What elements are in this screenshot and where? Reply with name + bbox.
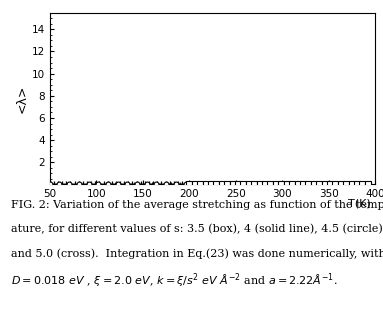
Text: and 5.0 (cross).  Integration in Eq.(23) was done numerically, with: and 5.0 (cross). Integration in Eq.(23) … bbox=[11, 248, 383, 259]
Text: FIG. 2: Variation of the average stretching as function of the temper-: FIG. 2: Variation of the average stretch… bbox=[11, 200, 383, 210]
Text: ature, for different values of s: 3.5 (box), 4 (solid line), 4.5 (circle): ature, for different values of s: 3.5 (b… bbox=[11, 224, 383, 235]
Y-axis label: <λ>: <λ> bbox=[16, 84, 29, 113]
X-axis label: T(K): T(K) bbox=[348, 198, 370, 208]
Text: $D = 0.018\ eV$ , $\xi = 2.0\ eV$, $k = \xi/s^2\ eV\ \AA^{-2}$ and $a = 2.22\AA^: $D = 0.018\ eV$ , $\xi = 2.0\ eV$, $k = … bbox=[11, 272, 338, 290]
